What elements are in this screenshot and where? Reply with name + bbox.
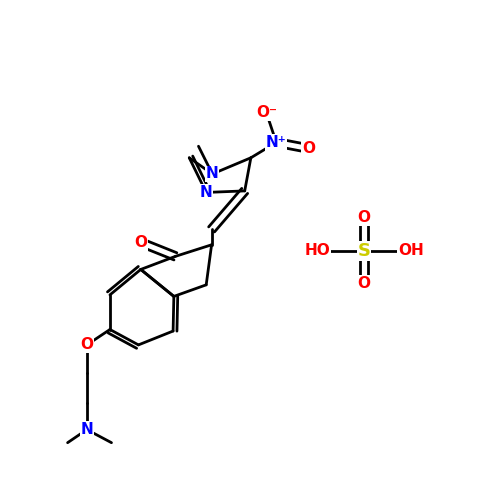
- Text: N: N: [206, 166, 218, 182]
- Text: O: O: [80, 338, 94, 352]
- Text: HO: HO: [304, 244, 330, 258]
- Text: N⁺: N⁺: [266, 135, 286, 150]
- Text: O: O: [358, 276, 370, 291]
- Text: S: S: [358, 242, 370, 260]
- Text: O: O: [134, 235, 147, 250]
- Text: O: O: [358, 210, 370, 226]
- Text: O: O: [302, 141, 315, 156]
- Text: OH: OH: [398, 244, 423, 258]
- Text: O⁻: O⁻: [256, 105, 277, 120]
- Text: N: N: [80, 422, 93, 437]
- Text: N: N: [200, 185, 212, 200]
